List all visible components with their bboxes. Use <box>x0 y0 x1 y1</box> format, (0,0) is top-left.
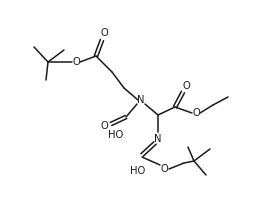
Text: O: O <box>72 57 80 67</box>
Text: HO: HO <box>108 130 124 140</box>
Text: N: N <box>154 134 162 144</box>
Text: HO: HO <box>130 166 146 176</box>
Text: O: O <box>182 81 190 91</box>
Text: O: O <box>192 108 200 118</box>
Text: O: O <box>100 121 108 131</box>
Text: O: O <box>100 28 108 38</box>
Text: O: O <box>160 164 168 174</box>
Text: N: N <box>137 95 145 105</box>
